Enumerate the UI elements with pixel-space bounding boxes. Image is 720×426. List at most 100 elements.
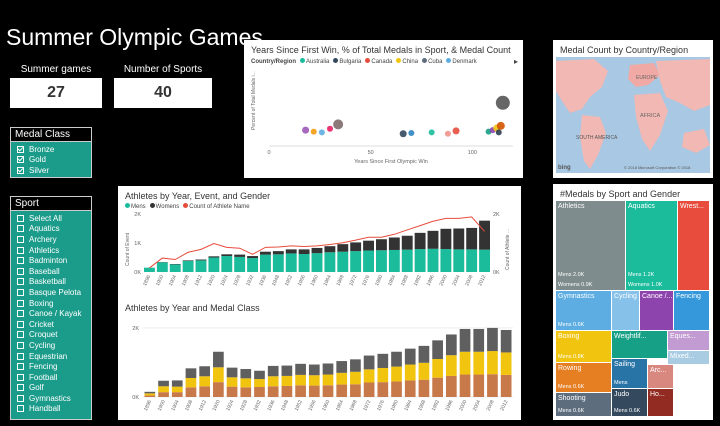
bar-bronze[interactable] — [473, 374, 485, 397]
treemap-cell[interactable]: Weightlif... — [612, 331, 667, 358]
bar-gold[interactable] — [267, 376, 279, 387]
treemap-cell[interactable]: Mixed... — [668, 351, 709, 364]
slicer-item[interactable]: Golf — [11, 383, 91, 394]
bar-womens[interactable] — [453, 228, 465, 250]
bar-bronze[interactable] — [308, 385, 320, 397]
bar-bronze[interactable] — [267, 386, 279, 397]
bar-bronze[interactable] — [226, 386, 238, 397]
bar-mens[interactable] — [479, 249, 490, 272]
slicer-item[interactable]: Football — [11, 372, 91, 383]
bar-mens[interactable] — [466, 249, 478, 272]
slicer-item[interactable]: Fencing — [11, 361, 91, 372]
slicer-item[interactable]: Badminton — [11, 255, 91, 266]
scatter-point[interactable] — [399, 130, 407, 138]
line-athlete-count[interactable] — [149, 216, 485, 269]
bar-mens[interactable] — [337, 251, 349, 272]
scatter-point[interactable] — [495, 95, 510, 110]
bar-bronze[interactable] — [487, 374, 498, 397]
treemap-cell[interactable]: Shooting Mens 0.6K — [556, 393, 611, 416]
bar-bronze[interactable] — [281, 385, 293, 397]
treemap-cell[interactable]: Sailing Mens — [612, 359, 647, 388]
bar-bronze[interactable] — [322, 385, 334, 397]
checkbox-icon[interactable] — [17, 214, 24, 222]
bar-mens[interactable] — [324, 252, 336, 272]
checkbox-icon[interactable] — [17, 331, 24, 339]
checked-checkbox-icon[interactable] — [17, 166, 24, 174]
bar-gold[interactable] — [459, 351, 471, 375]
bar-womens[interactable] — [311, 247, 323, 254]
treemap-cell[interactable]: Eques... — [668, 331, 709, 350]
treemap-cell[interactable]: Athletics Mens 2.0K Womens 0.9K — [556, 201, 625, 290]
bar-gold[interactable] — [281, 375, 293, 386]
bar-bronze[interactable] — [240, 387, 252, 397]
bar-gold[interactable] — [158, 386, 169, 393]
bar-mens[interactable] — [350, 251, 362, 272]
slicer-item[interactable]: Equestrian — [11, 351, 91, 362]
bar-mens[interactable] — [453, 249, 465, 272]
bar-mens[interactable] — [427, 248, 439, 272]
bar-silver[interactable] — [500, 329, 512, 353]
checkbox-icon[interactable] — [17, 373, 24, 381]
slicer-item[interactable]: Select All — [11, 213, 91, 224]
scatter-point[interactable] — [302, 126, 310, 134]
bar-silver[interactable] — [267, 365, 279, 377]
bar-mens[interactable] — [247, 258, 258, 272]
bar-womens[interactable] — [247, 256, 258, 259]
bar-gold[interactable] — [322, 374, 334, 386]
checked-checkbox-icon[interactable] — [17, 156, 24, 164]
scatter-chart[interactable]: Percent of Total Medals i... 0 50 100 Years … — [247, 66, 520, 174]
slicer-item[interactable]: Athletics — [11, 245, 91, 256]
bar-mens[interactable] — [195, 260, 207, 272]
bar-bronze[interactable] — [185, 387, 197, 397]
bar-womens[interactable] — [427, 230, 439, 249]
bar-mens[interactable] — [388, 249, 400, 272]
bar-gold[interactable] — [404, 364, 416, 381]
bar-mens[interactable] — [169, 264, 181, 272]
bar-silver[interactable] — [336, 361, 348, 373]
scatter-panel[interactable]: Years Since First Win, % of Total Medals… — [244, 40, 523, 178]
bar-gold[interactable] — [185, 378, 197, 388]
slicer-item[interactable]: Handball — [11, 404, 91, 415]
bar-mens[interactable] — [208, 257, 220, 273]
bar-bronze[interactable] — [254, 386, 265, 397]
bar-silver[interactable] — [281, 365, 293, 376]
bar-gold[interactable] — [254, 379, 265, 387]
treemap-cell[interactable]: Ho... — [648, 389, 673, 416]
bar-gold[interactable] — [213, 367, 224, 383]
summer-games-card[interactable]: Summer games 27 — [10, 64, 102, 108]
treemap-cell[interactable]: Wrest... — [678, 201, 709, 290]
treemap-cell[interactable]: Boxing Mens 0.8K — [556, 331, 611, 362]
bar-gold[interactable] — [363, 369, 375, 383]
bar-silver[interactable] — [350, 359, 361, 372]
checkbox-icon[interactable] — [17, 278, 24, 286]
bar-silver[interactable] — [445, 334, 457, 356]
bar-gold[interactable] — [350, 371, 361, 385]
scatter-point[interactable] — [452, 127, 460, 135]
bar-womens[interactable] — [466, 227, 478, 250]
bar-womens[interactable] — [221, 254, 233, 257]
checkbox-icon[interactable] — [17, 257, 24, 265]
bar-mens[interactable] — [182, 260, 194, 272]
bar-mens[interactable] — [311, 253, 323, 272]
slicer-item[interactable]: Archery — [11, 234, 91, 245]
bar-silver[interactable] — [377, 353, 389, 368]
bar-silver[interactable] — [432, 340, 443, 359]
bar-womens[interactable] — [234, 254, 246, 257]
checkbox-icon[interactable] — [17, 288, 24, 296]
slicer-item[interactable]: Croquet — [11, 330, 91, 341]
bar-gold[interactable] — [336, 372, 348, 385]
bar-bronze[interactable] — [336, 384, 348, 397]
bar-gold[interactable] — [377, 367, 389, 383]
treemap-cell[interactable]: Fencing — [674, 291, 709, 330]
bar-bronze[interactable] — [363, 382, 375, 397]
treemap-cell[interactable]: Cycling — [612, 291, 639, 330]
bar-mens[interactable] — [221, 256, 233, 272]
athletes-gender-chart[interactable]: Count of Event Count of Athlete ... 2K 1K 0K… — [121, 210, 518, 292]
bar-womens[interactable] — [337, 244, 349, 252]
bar-silver[interactable] — [144, 391, 156, 394]
bar-gold[interactable] — [432, 359, 443, 378]
bar-gold[interactable] — [473, 351, 485, 375]
map-panel[interactable]: Medal Count by Country/Region EUROPE AFR… — [553, 40, 713, 178]
treemap-cell[interactable]: Rowing Mens 0.6K — [556, 363, 611, 392]
bar-silver[interactable] — [295, 363, 306, 375]
